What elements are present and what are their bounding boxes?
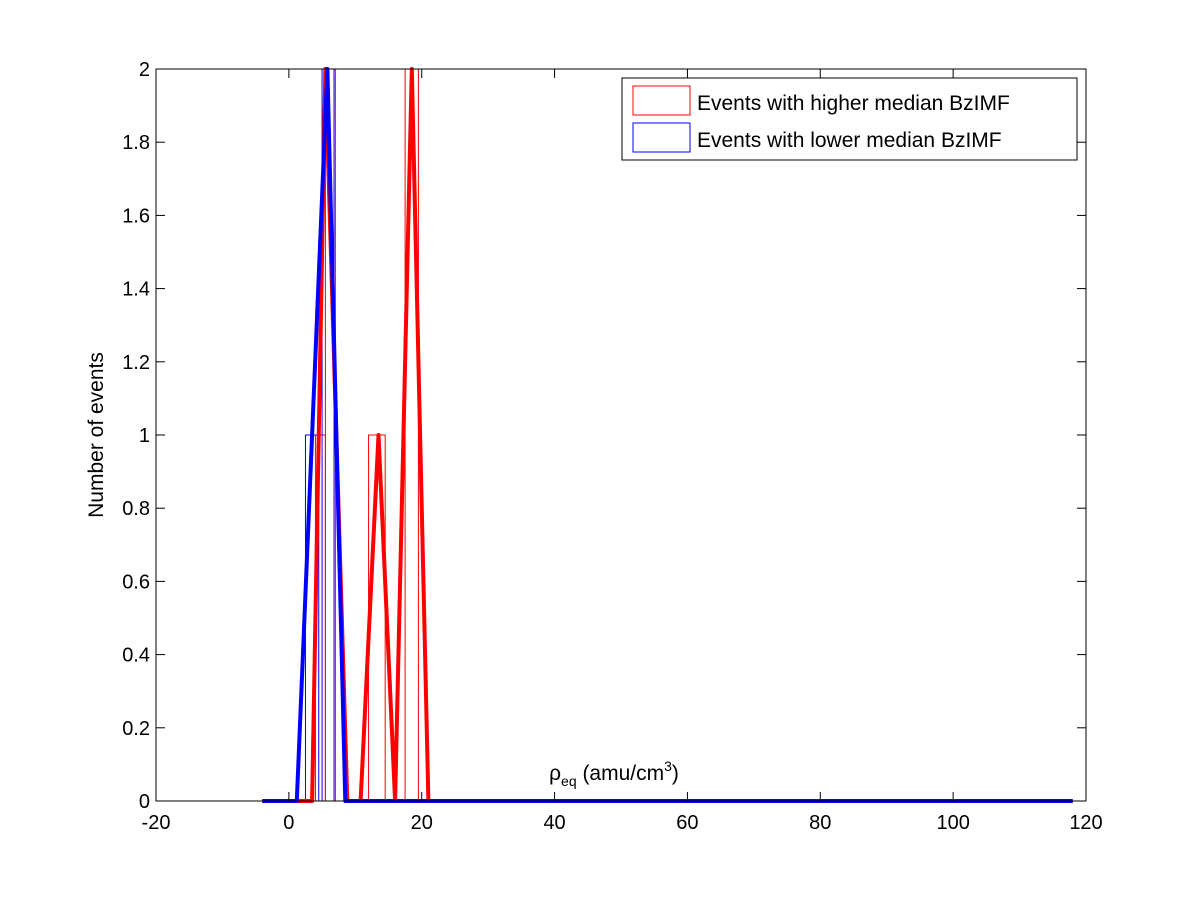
y-tick-label: 0.4: [122, 645, 150, 667]
legend-label-lower: Events with lower median BzIMF: [697, 129, 1002, 152]
x-axis-label-unit: (amu/cm: [577, 762, 665, 785]
y-axis-label: Number of events: [85, 352, 108, 518]
x-axis-label-subscript: eq: [561, 773, 577, 789]
x-tick-label: -20: [142, 812, 171, 834]
y-tick-label: 2: [139, 59, 150, 81]
x-axis-label: ρeq (amu/cm3): [549, 758, 679, 789]
x-tick-label: 20: [411, 812, 433, 834]
x-tick-label: 40: [543, 812, 565, 834]
x-axis-label-superscript: 3: [664, 758, 672, 774]
y-tick-label: 1.2: [122, 352, 150, 374]
ticks-layer: -20 0 20 40 60 80 100 12000.20.40.60.811.21.41.…: [122, 59, 1103, 834]
legend: Events with higher median BzIMF Events w…: [621, 77, 1078, 161]
y-tick-label: 0.2: [122, 718, 150, 740]
x-tick-label: 60: [676, 812, 698, 834]
x-tick-label: 120: [1069, 812, 1102, 834]
legend-box: [621, 77, 1078, 161]
x-axis-label-rho: ρ: [549, 762, 561, 785]
legend-swatch-lower: [632, 122, 691, 153]
y-tick-label: 1.8: [122, 132, 150, 154]
x-tick-label: 100: [936, 812, 969, 834]
series-line-higher: [262, 67, 1073, 803]
x-axis-label-close: ): [672, 762, 679, 785]
x-tick-label: 0: [283, 812, 294, 834]
y-tick-label: 1.6: [122, 205, 150, 227]
x-tick-label: 80: [809, 812, 831, 834]
y-tick-label: 1.4: [122, 279, 150, 301]
legend-swatch-higher: [632, 85, 691, 116]
y-tick-label: 0: [139, 791, 150, 813]
y-tick-label: 1: [139, 425, 150, 447]
plot-background: [156, 69, 1086, 801]
legend-label-higher: Events with higher median BzIMF: [697, 92, 1010, 115]
y-tick-label: 0.8: [122, 498, 150, 520]
y-tick-label: 0.6: [122, 571, 150, 593]
